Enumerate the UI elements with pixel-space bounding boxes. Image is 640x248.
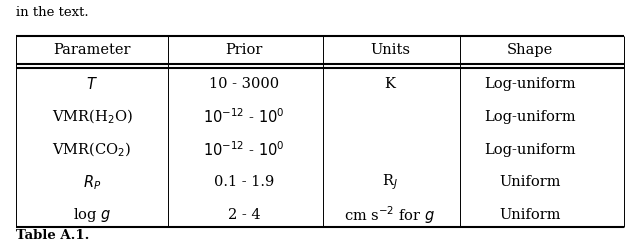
Text: Log-uniform: Log-uniform — [484, 143, 575, 157]
Text: Log-uniform: Log-uniform — [484, 110, 575, 124]
Text: 10 - 3000: 10 - 3000 — [209, 77, 279, 92]
Text: log $\mathit{g}$: log $\mathit{g}$ — [73, 206, 111, 224]
Text: $10^{-12}$ - $10^{0}$: $10^{-12}$ - $10^{0}$ — [204, 108, 285, 126]
Text: Uniform: Uniform — [499, 175, 561, 189]
Text: Shape: Shape — [507, 43, 553, 57]
Text: 0.1 - 1.9: 0.1 - 1.9 — [214, 175, 274, 189]
Text: Prior: Prior — [225, 43, 262, 57]
Text: $\mathit{T}$: $\mathit{T}$ — [86, 76, 98, 93]
Text: Table A.1.: Table A.1. — [16, 229, 90, 242]
Text: cm s$^{-2}$ for $\mathit{g}$: cm s$^{-2}$ for $\mathit{g}$ — [344, 204, 435, 226]
Text: K: K — [385, 77, 396, 92]
Text: $\mathit{R_P}$: $\mathit{R_P}$ — [83, 173, 101, 192]
Text: 2 - 4: 2 - 4 — [228, 208, 260, 222]
Text: Log-uniform: Log-uniform — [484, 77, 575, 92]
Text: Uniform: Uniform — [499, 208, 561, 222]
Text: in the text.: in the text. — [16, 6, 88, 19]
Text: R$_\mathit{J}$: R$_\mathit{J}$ — [382, 173, 398, 192]
Text: Parameter: Parameter — [53, 43, 131, 57]
Text: Units: Units — [370, 43, 410, 57]
Text: VMR(H$_2$O): VMR(H$_2$O) — [52, 108, 132, 126]
Text: VMR(CO$_2$): VMR(CO$_2$) — [52, 141, 132, 159]
Text: $10^{-12}$ - $10^{0}$: $10^{-12}$ - $10^{0}$ — [204, 140, 285, 159]
